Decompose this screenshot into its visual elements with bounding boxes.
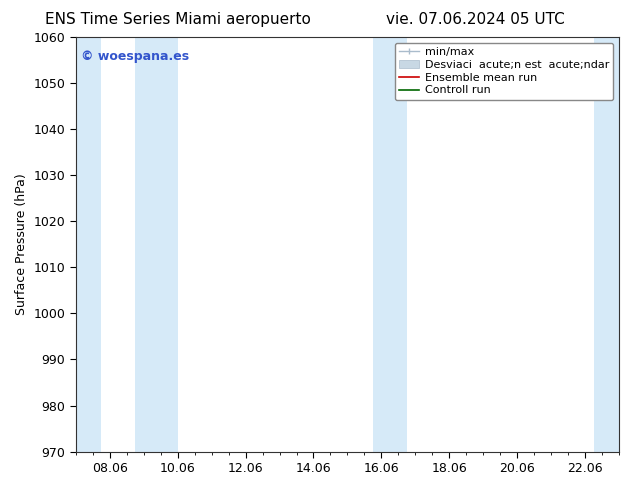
Bar <box>76 37 101 452</box>
Text: vie. 07.06.2024 05 UTC: vie. 07.06.2024 05 UTC <box>386 12 565 27</box>
Bar <box>373 37 407 452</box>
Bar <box>593 37 619 452</box>
Y-axis label: Surface Pressure (hPa): Surface Pressure (hPa) <box>15 173 28 315</box>
Legend: min/max, Desviaci  acute;n est  acute;ndar, Ensemble mean run, Controll run: min/max, Desviaci acute;n est acute;ndar… <box>394 43 614 100</box>
Text: ENS Time Series Miami aeropuerto: ENS Time Series Miami aeropuerto <box>44 12 311 27</box>
Text: © woespana.es: © woespana.es <box>81 49 190 63</box>
Bar <box>135 37 178 452</box>
